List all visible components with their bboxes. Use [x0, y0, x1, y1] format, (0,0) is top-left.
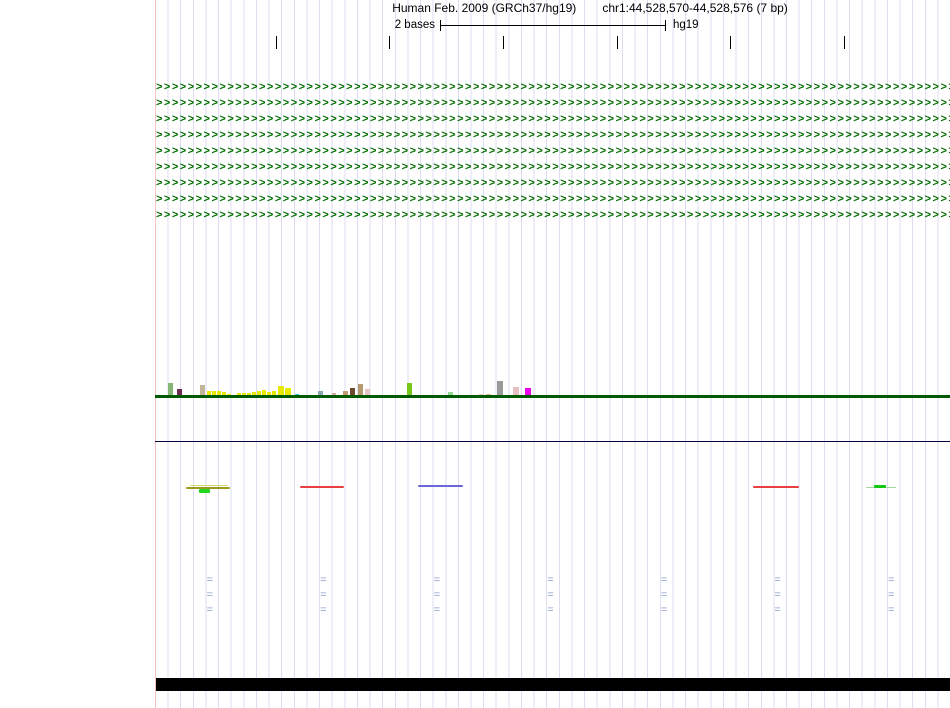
header-row: Human Feb. 2009 (GRCh37/hg19) chr1:44,52…: [155, 1, 950, 15]
phylop-conservation-mark: [300, 486, 344, 488]
scale-bar-right-tick: [665, 20, 666, 31]
gencode-gene-arrow-row[interactable]: >>>>>>>>>>>>>>>>>>>>>>>>>>>>>>>>>>>>>>>>…: [156, 177, 950, 189]
multiz-double-gap-symbol: =: [660, 589, 668, 601]
gtex-expression-bar: [285, 388, 291, 397]
gtex-expression-bar: [365, 389, 370, 397]
gencode-gene-arrow-row[interactable]: >>>>>>>>>>>>>>>>>>>>>>>>>>>>>>>>>>>>>>>>…: [156, 113, 950, 125]
gtex-expression-bar: [513, 387, 519, 397]
multiz-double-gap-symbol: =: [433, 574, 441, 586]
gtex-expression-bar: [318, 391, 323, 397]
gtex-expression-bar: [358, 384, 363, 397]
h3k27ac-bottom-line: [155, 441, 950, 442]
multiz-double-gap-symbol: =: [320, 589, 327, 601]
multiz-double-gap-symbol: =: [547, 604, 554, 616]
multiz-double-gap-symbol: =: [433, 604, 441, 616]
ruler-tick-mark: [389, 36, 391, 49]
phylop-conservation-mark: [753, 486, 799, 488]
phylop-conservation-mark: [418, 485, 463, 487]
multiz-double-gap-symbol: =: [547, 589, 554, 601]
multiz-double-gap-symbol: =: [547, 574, 554, 586]
multiz-double-gap-symbol: =: [887, 574, 895, 586]
gencode-gene-arrow-row[interactable]: >>>>>>>>>>>>>>>>>>>>>>>>>>>>>>>>>>>>>>>>…: [156, 209, 950, 221]
phylop-conservation-mark: [190, 485, 228, 486]
gencode-gene-arrow-row[interactable]: >>>>>>>>>>>>>>>>>>>>>>>>>>>>>>>>>>>>>>>>…: [156, 129, 950, 141]
multiz-double-gap-symbol: =: [206, 574, 213, 586]
gtex-expression-bar: [168, 383, 173, 397]
gencode-gene-arrow-row[interactable]: >>>>>>>>>>>>>>>>>>>>>>>>>>>>>>>>>>>>>>>>…: [156, 145, 950, 157]
multiz-double-gap-symbol: =: [660, 574, 668, 586]
multiz-double-gap-symbol: =: [887, 604, 895, 616]
phylop-conservation-mark: [186, 487, 230, 489]
ruler-tick-mark: [616, 36, 618, 49]
gtex-expression-bar: [252, 392, 256, 397]
gtex-expression-bar: [407, 383, 412, 397]
scale-genome: hg19: [673, 19, 699, 31]
multiz-double-gap-symbol: =: [774, 589, 781, 601]
multiz-double-gap-symbol: =: [774, 574, 781, 586]
multiz-double-gap-symbol: =: [206, 604, 213, 616]
multiz-double-gap-symbol: =: [320, 604, 327, 616]
gtex-expression-bar: [207, 391, 211, 397]
gtex-expression-bar: [177, 389, 182, 397]
multiz-double-gap-symbol: =: [660, 604, 668, 616]
scale-bar: [440, 25, 666, 26]
gtex-expression-bar: [212, 391, 216, 397]
phylop-conservation-mark: [199, 489, 210, 493]
ruler-tick-mark: [730, 36, 732, 49]
repeatmasker-feature-bar[interactable]: [156, 678, 950, 691]
gtex-expression-bar: [222, 392, 226, 397]
gtex-expression-bar: [272, 391, 276, 397]
gtex-expression-bar: [448, 392, 453, 397]
gtex-expression-bar: [267, 392, 271, 397]
ruler-tick-mark: [502, 36, 504, 49]
multiz-double-gap-symbol: =: [206, 589, 213, 601]
gencode-gene-arrow-row[interactable]: >>>>>>>>>>>>>>>>>>>>>>>>>>>>>>>>>>>>>>>>…: [156, 193, 950, 205]
gtex-baseline: [155, 395, 950, 398]
gtex-expression-bar: [257, 391, 261, 397]
gencode-gene-arrow-row[interactable]: >>>>>>>>>>>>>>>>>>>>>>>>>>>>>>>>>>>>>>>>…: [156, 161, 950, 173]
multiz-double-gap-symbol: =: [320, 574, 327, 586]
gtex-expression-bar: [350, 388, 355, 397]
gtex-expression-bar: [262, 390, 266, 397]
gtex-expression-bar: [217, 391, 221, 397]
ruler-tick-mark: [843, 36, 845, 49]
gtex-expression-bar: [497, 381, 503, 397]
gencode-gene-arrow-row[interactable]: >>>>>>>>>>>>>>>>>>>>>>>>>>>>>>>>>>>>>>>>…: [156, 97, 950, 109]
ruler-tick-mark: [275, 36, 277, 49]
multiz-double-gap-symbol: =: [433, 589, 441, 601]
gtex-expression-bar: [200, 385, 205, 397]
track-left-boundary-line: [155, 0, 156, 708]
gtex-expression-bar: [343, 391, 348, 397]
multiz-double-gap-symbol: =: [887, 589, 895, 601]
multiz-double-gap-symbol: =: [774, 604, 781, 616]
scale-bar-left-tick: [440, 20, 441, 31]
gtex-expression-bar: [278, 386, 284, 397]
phylop-conservation-mark: [874, 485, 886, 488]
assembly-title: Human Feb. 2009 (GRCh37/hg19): [392, 1, 577, 15]
position-text: chr1:44,528,570-44,528,576 (7 bp): [602, 1, 788, 15]
gtex-expression-bar: [525, 388, 531, 397]
scale-value: 2 bases: [394, 19, 435, 31]
gencode-gene-arrow-row[interactable]: >>>>>>>>>>>>>>>>>>>>>>>>>>>>>>>>>>>>>>>>…: [156, 81, 950, 93]
